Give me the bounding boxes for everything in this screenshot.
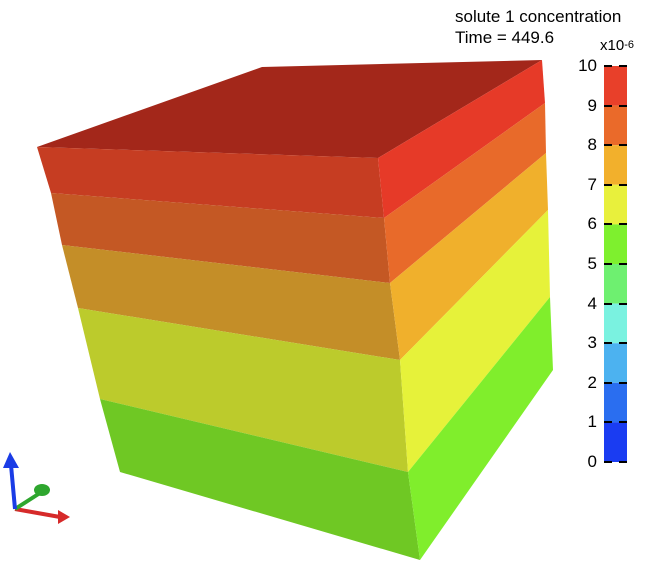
- colorbar-tick-mark: [604, 421, 612, 424]
- colorbar-tick-label: 10: [578, 56, 597, 75]
- colorbar-tick-mark: [604, 461, 612, 463]
- colorbar-tick-mark: [604, 183, 612, 186]
- cube-front-band: [78, 308, 408, 472]
- plot-title: solute 1 concentration Time = 449.6: [455, 6, 621, 48]
- colorbar-tick-mark: [619, 144, 627, 147]
- cube-front-band: [62, 245, 400, 360]
- colorbar-multiplier: x10-6: [600, 37, 634, 54]
- colorbar-band: [604, 303, 627, 344]
- colorbar-band: [604, 66, 627, 106]
- colorbar-tick-label: 2: [587, 372, 597, 392]
- colorbar-tick-mark: [619, 381, 627, 384]
- colorbar-tick-label: 0: [587, 452, 597, 471]
- cube-side-band: [390, 153, 548, 360]
- colorbar-tick-mark: [619, 65, 627, 67]
- y-axis-arrow: [34, 484, 50, 496]
- colorbar-band: [604, 264, 627, 304]
- axes-triad[interactable]: [3, 452, 70, 524]
- cube-front-band: [100, 399, 420, 560]
- colorbar-tick-mark: [619, 342, 627, 345]
- y-axis-line: [13, 491, 42, 511]
- cube-front-face: [37, 147, 420, 560]
- colorbar-band: [604, 382, 627, 423]
- variable-name: solute 1 concentration: [455, 7, 622, 26]
- cube-top-face: [37, 60, 542, 158]
- colorbar-band: [604, 224, 627, 264]
- cube-side-face: [378, 60, 553, 560]
- colorbar-tick-label: 6: [587, 214, 597, 234]
- colorbar-band: [604, 184, 627, 225]
- z-axis-line: [9, 464, 17, 510]
- colorbar-tick-mark: [619, 421, 627, 424]
- colorbar-band: [604, 145, 627, 185]
- cube-side-band: [400, 210, 550, 472]
- colorbar-band: [604, 343, 627, 383]
- colorbar-tick-label: 8: [587, 135, 597, 155]
- multiplier-base: x10: [600, 37, 625, 54]
- colorbar-tick-label: 1: [587, 412, 597, 432]
- colorbar-tick-label: 3: [587, 333, 597, 353]
- cube-front-band: [37, 147, 384, 218]
- x-axis-line: [14, 507, 61, 519]
- colorbar-tick-mark: [604, 144, 612, 147]
- colorbar-tick-label: 5: [587, 254, 597, 273]
- x-axis-arrow: [58, 510, 70, 524]
- colorbar-tick-mark: [604, 104, 612, 107]
- colorbar-tick-label: 7: [587, 174, 597, 194]
- multiplier-exponent: -6: [624, 39, 634, 51]
- colorbar-tick-label: 9: [587, 95, 597, 115]
- colorbar-tick-mark: [604, 381, 612, 384]
- colorbar-tick-mark: [604, 223, 612, 226]
- colorbar-tick-label: 4: [587, 293, 597, 313]
- colorbar-tick-mark: [619, 302, 627, 305]
- colorbar-tick-mark: [619, 183, 627, 186]
- cube-side-band: [384, 103, 546, 283]
- z-axis-arrow: [3, 452, 19, 468]
- cube-front-band: [51, 193, 390, 283]
- cube-side-band: [378, 60, 545, 218]
- time-label: Time = 449.6: [455, 28, 555, 47]
- colorbar-band: [604, 105, 627, 146]
- colorbar-tick-mark: [619, 263, 627, 265]
- colorbar-tick-mark: [604, 263, 612, 265]
- colorbar: [604, 66, 627, 462]
- colorbar-tick-mark: [619, 461, 627, 463]
- colorbar-tick-mark: [619, 223, 627, 226]
- colorbar-tick-mark: [604, 342, 612, 345]
- colorbar-tick-mark: [619, 104, 627, 107]
- colorbar-tick-mark: [604, 302, 612, 305]
- colorbar-tick-mark: [604, 65, 612, 67]
- cube-side-band: [408, 297, 553, 560]
- colorbar-band: [604, 422, 627, 462]
